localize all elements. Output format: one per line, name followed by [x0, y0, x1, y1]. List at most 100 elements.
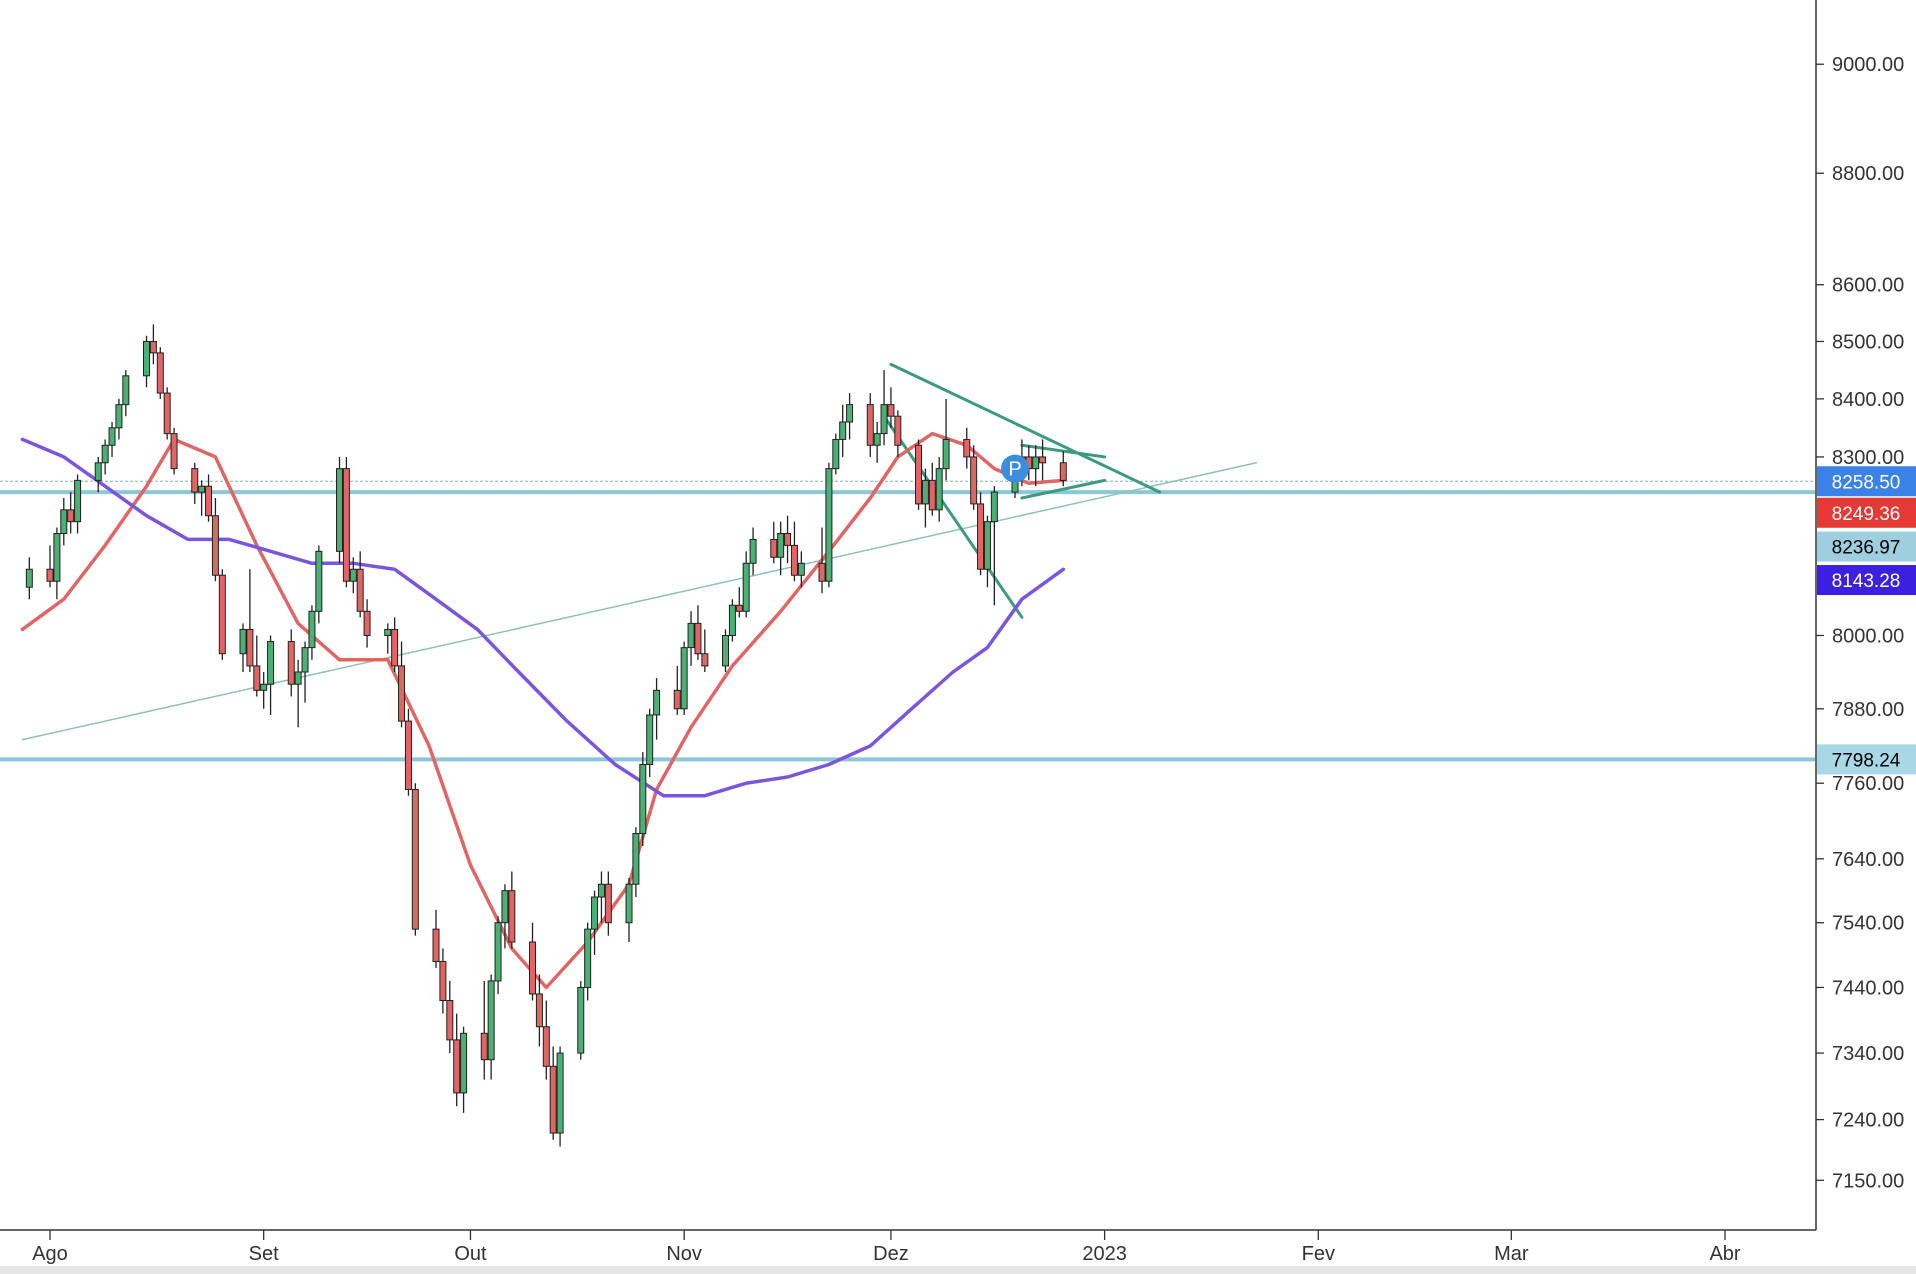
candle[interactable] — [832, 433, 840, 475]
candle[interactable] — [67, 492, 75, 534]
candle[interactable] — [363, 599, 371, 648]
candle[interactable] — [287, 629, 295, 697]
candle[interactable] — [480, 980, 488, 1080]
candle[interactable] — [556, 1046, 564, 1147]
candle[interactable] — [487, 974, 495, 1080]
candle[interactable] — [446, 980, 454, 1054]
candle[interactable] — [156, 347, 164, 399]
candle[interactable] — [301, 641, 309, 703]
candle[interactable] — [1059, 451, 1067, 487]
candle[interactable] — [770, 521, 778, 564]
candle[interactable] — [591, 890, 599, 955]
trendline[interactable] — [1020, 478, 1107, 500]
candle[interactable] — [535, 974, 543, 1047]
candle[interactable] — [294, 659, 302, 728]
candle[interactable] — [439, 948, 447, 1014]
candle[interactable] — [942, 398, 950, 481]
candle[interactable] — [797, 551, 805, 588]
candle[interactable] — [460, 1026, 468, 1113]
candle[interactable] — [432, 909, 440, 968]
candle[interactable] — [846, 393, 854, 440]
candle[interactable] — [887, 387, 895, 428]
candle[interactable] — [701, 629, 709, 672]
marker-p[interactable]: P — [1001, 454, 1030, 483]
candle[interactable] — [198, 480, 206, 516]
candle[interactable] — [494, 916, 502, 994]
price-tag[interactable]: 8236.97 — [1817, 531, 1916, 562]
candle[interactable] — [108, 422, 116, 457]
candle[interactable] — [501, 884, 509, 949]
candle[interactable] — [122, 370, 130, 417]
trendline[interactable] — [889, 362, 1162, 494]
candle[interactable] — [722, 629, 730, 672]
candle[interactable] — [990, 486, 998, 606]
trendline[interactable] — [21, 462, 1258, 741]
candle[interactable] — [970, 445, 978, 510]
price-tag[interactable]: 8249.36 — [1817, 497, 1916, 528]
candle[interactable] — [384, 623, 392, 654]
candle[interactable] — [542, 1000, 550, 1080]
candle[interactable] — [53, 527, 61, 600]
candle[interactable] — [404, 708, 412, 796]
candle[interactable] — [742, 551, 750, 618]
candle[interactable] — [818, 527, 826, 594]
candle[interactable] — [356, 551, 364, 618]
candle[interactable] — [115, 398, 123, 440]
candle[interactable] — [694, 605, 702, 660]
candle[interactable] — [398, 641, 406, 728]
candle[interactable] — [46, 545, 54, 588]
candle[interactable] — [1032, 445, 1040, 487]
candle[interactable] — [604, 871, 612, 936]
candle[interactable] — [25, 557, 33, 600]
candle[interactable] — [673, 665, 681, 715]
candle[interactable] — [1039, 439, 1047, 481]
candle[interactable] — [963, 427, 971, 469]
candle[interactable] — [880, 370, 888, 446]
candle[interactable] — [977, 492, 985, 576]
candle[interactable] — [549, 1046, 557, 1140]
candle[interactable] — [191, 462, 199, 504]
candle[interactable] — [777, 521, 785, 576]
candle[interactable] — [336, 456, 344, 564]
candle[interactable] — [342, 456, 350, 588]
candle[interactable] — [94, 456, 102, 493]
candle[interactable] — [101, 439, 109, 475]
candle[interactable] — [983, 515, 991, 588]
candle[interactable] — [625, 877, 633, 943]
candle[interactable] — [894, 410, 902, 457]
candle[interactable] — [928, 462, 936, 516]
candle[interactable] — [411, 783, 419, 936]
candle[interactable] — [391, 617, 399, 672]
candle[interactable] — [211, 498, 219, 582]
candle[interactable] — [639, 752, 647, 847]
candle[interactable] — [170, 427, 178, 475]
candle[interactable] — [205, 474, 213, 522]
candle[interactable] — [315, 545, 323, 624]
price-tag[interactable]: 8258.50 — [1817, 466, 1916, 497]
candle[interactable] — [163, 387, 171, 440]
candle[interactable] — [653, 678, 661, 740]
candle[interactable] — [921, 468, 929, 528]
candle[interactable] — [453, 1013, 461, 1107]
candle[interactable] — [839, 404, 847, 457]
candle[interactable] — [935, 456, 943, 522]
price-tag[interactable]: 7798.24 — [1817, 744, 1916, 775]
candle[interactable] — [529, 922, 537, 1001]
candle[interactable] — [60, 498, 68, 546]
moving-average-line-2[interactable] — [20, 437, 1066, 798]
candle[interactable] — [632, 827, 640, 898]
candle[interactable] — [680, 641, 688, 715]
candle[interactable] — [584, 922, 592, 1001]
candle[interactable] — [577, 980, 585, 1060]
candle[interactable] — [508, 871, 516, 949]
candle[interactable] — [267, 635, 275, 715]
candle[interactable] — [597, 871, 605, 923]
candle[interactable] — [687, 611, 695, 666]
candle[interactable] — [728, 599, 736, 642]
candle[interactable] — [246, 569, 254, 672]
candle[interactable] — [866, 393, 874, 457]
candle[interactable] — [260, 671, 268, 709]
candle[interactable] — [749, 527, 757, 576]
